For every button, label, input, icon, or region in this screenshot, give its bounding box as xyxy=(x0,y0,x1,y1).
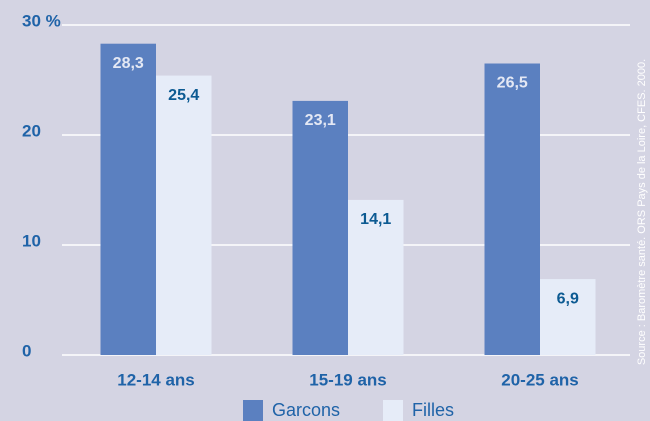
x-tick-label: 15-19 ans xyxy=(309,370,387,389)
x-tick-label: 12-14 ans xyxy=(117,370,195,389)
y-tick-label: 10 xyxy=(22,231,41,250)
legend-label: Garcons xyxy=(272,400,340,420)
legend-label: Filles xyxy=(412,400,454,420)
value-label: 23,1 xyxy=(305,112,336,129)
legend-swatch xyxy=(383,400,403,421)
bar xyxy=(348,199,404,355)
legend-swatch xyxy=(243,400,263,421)
bar xyxy=(484,63,540,355)
value-label: 26,5 xyxy=(497,75,528,92)
bar xyxy=(156,75,212,355)
source: Source : Baromètre santé. ORS Pays de la… xyxy=(636,59,648,365)
y-tick-label: 30 % xyxy=(22,11,61,30)
value-label: 28,3 xyxy=(113,55,144,72)
value-label: 14,1 xyxy=(360,211,391,228)
bar xyxy=(540,279,596,355)
y-tick-label: 20 xyxy=(22,121,41,140)
x-tick-label: 20-25 ans xyxy=(501,370,579,389)
value-label: 25,4 xyxy=(168,87,199,104)
value-label: 6,9 xyxy=(557,290,579,307)
bar xyxy=(292,100,348,356)
bar xyxy=(100,43,156,355)
y-tick-label: 0 xyxy=(22,341,31,360)
